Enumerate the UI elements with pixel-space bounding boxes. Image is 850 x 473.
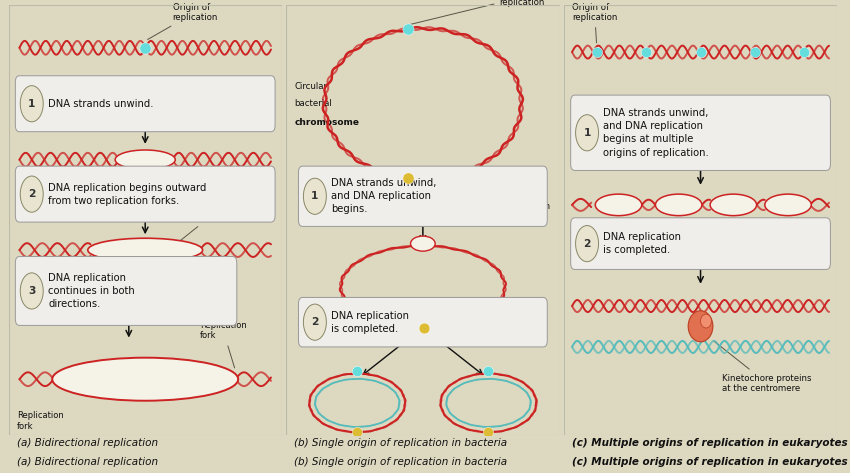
Text: DNA replication
is completed.: DNA replication is completed. xyxy=(332,311,410,334)
Text: 2: 2 xyxy=(311,317,319,327)
Ellipse shape xyxy=(765,194,811,216)
Point xyxy=(590,48,604,56)
Text: (c) Multiple origins of replication in eukaryotes: (c) Multiple origins of replication in e… xyxy=(572,438,847,447)
Point xyxy=(401,175,415,182)
Text: 2: 2 xyxy=(28,189,36,199)
FancyBboxPatch shape xyxy=(298,166,547,227)
Text: (b) Single origin of replication in bacteria: (b) Single origin of replication in bact… xyxy=(294,457,507,467)
Text: 1: 1 xyxy=(311,191,319,201)
Ellipse shape xyxy=(710,194,756,216)
Text: DNA replication
is completed.: DNA replication is completed. xyxy=(604,232,682,255)
FancyBboxPatch shape xyxy=(570,95,830,170)
Point xyxy=(350,429,364,436)
Text: (a) Bidirectional replication: (a) Bidirectional replication xyxy=(17,457,158,467)
Text: Replication
forks: Replication forks xyxy=(173,203,240,246)
Point xyxy=(139,44,152,52)
Ellipse shape xyxy=(595,194,642,216)
Text: Replication
fork: Replication fork xyxy=(17,412,64,431)
Text: DNA replication begins outward
from two replication forks.: DNA replication begins outward from two … xyxy=(48,183,207,206)
Text: DNA strands unwind,
and DNA replication
begins at multiple
origins of replicatio: DNA strands unwind, and DNA replication … xyxy=(604,108,709,158)
Point xyxy=(482,368,496,375)
Ellipse shape xyxy=(700,314,711,328)
Text: Circular: Circular xyxy=(294,82,327,91)
Ellipse shape xyxy=(688,311,713,342)
Point xyxy=(639,48,653,56)
Text: DNA strands unwind.: DNA strands unwind. xyxy=(48,99,154,109)
FancyBboxPatch shape xyxy=(298,298,547,347)
Text: Origin of
replication: Origin of replication xyxy=(411,0,545,24)
FancyBboxPatch shape xyxy=(15,256,237,325)
Circle shape xyxy=(20,86,43,122)
Text: 1: 1 xyxy=(583,128,591,138)
Circle shape xyxy=(20,273,43,309)
Circle shape xyxy=(575,226,598,262)
Point xyxy=(482,429,496,436)
Ellipse shape xyxy=(115,150,175,169)
Ellipse shape xyxy=(411,236,435,251)
Text: Replication
fork: Replication fork xyxy=(200,321,246,368)
Text: (b) Single origin of replication in bacteria: (b) Single origin of replication in bact… xyxy=(294,438,507,447)
Text: 1: 1 xyxy=(28,99,36,109)
Text: DNA strands unwind,
and DNA replication
begins.: DNA strands unwind, and DNA replication … xyxy=(332,178,437,214)
Text: DNA replication
continues in both
directions.: DNA replication continues in both direct… xyxy=(48,273,135,309)
Point xyxy=(797,48,811,56)
Ellipse shape xyxy=(88,238,202,262)
Text: 3: 3 xyxy=(28,286,36,296)
Text: (a) Bidirectional replication: (a) Bidirectional replication xyxy=(17,438,158,447)
Text: Origin of
replication: Origin of replication xyxy=(148,2,218,40)
Text: chromosome: chromosome xyxy=(294,118,360,127)
Text: 2: 2 xyxy=(583,238,591,249)
Text: bacterial: bacterial xyxy=(294,99,332,108)
Point xyxy=(748,48,762,56)
Text: Kinetochore proteins
at the centromere: Kinetochore proteins at the centromere xyxy=(714,341,812,393)
Circle shape xyxy=(303,178,326,214)
Text: (c) Multiple origins of replication in eukaryotes: (c) Multiple origins of replication in e… xyxy=(572,457,847,467)
FancyBboxPatch shape xyxy=(570,218,830,270)
Point xyxy=(417,324,431,332)
Point xyxy=(401,26,415,33)
Point xyxy=(694,48,707,56)
Circle shape xyxy=(575,115,598,151)
Text: Site where
DNA replication
ends: Site where DNA replication ends xyxy=(416,179,550,222)
Text: Origin of
replication: Origin of replication xyxy=(572,2,617,43)
Circle shape xyxy=(303,304,326,340)
Ellipse shape xyxy=(655,194,702,216)
Point xyxy=(350,368,364,375)
FancyBboxPatch shape xyxy=(15,76,275,131)
FancyBboxPatch shape xyxy=(15,166,275,222)
Circle shape xyxy=(20,176,43,212)
Ellipse shape xyxy=(52,358,238,401)
